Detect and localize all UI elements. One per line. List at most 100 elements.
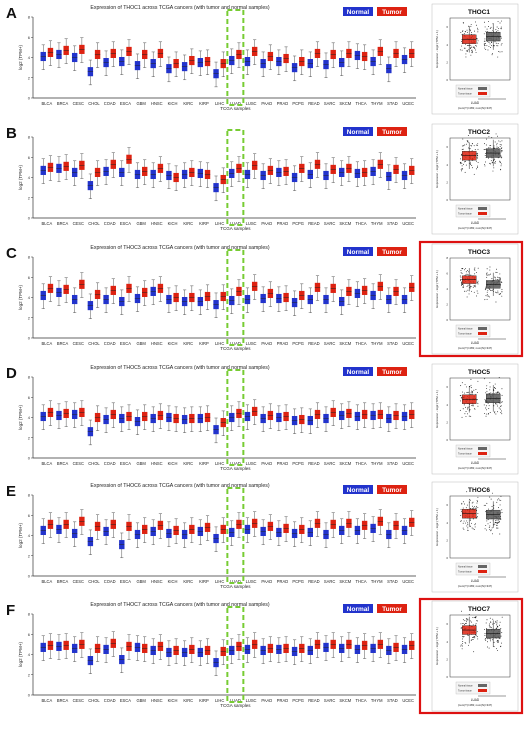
normal-box-stad — [386, 406, 392, 432]
inset-point — [465, 274, 467, 276]
inset-point — [465, 271, 467, 273]
tumor-box-gbm — [142, 636, 148, 662]
inset-point — [471, 390, 473, 392]
inset-point — [491, 45, 493, 46]
inset-point — [486, 385, 488, 387]
inset-point — [471, 143, 473, 145]
inset-legend-tumor-swatch — [478, 452, 487, 455]
inset-point — [470, 640, 472, 641]
inset-point — [486, 298, 488, 300]
inset-point — [460, 161, 462, 163]
inset-point — [467, 142, 469, 144]
inset-y-label: Expression - log2 (TPM + 1) — [435, 150, 439, 187]
tumor-box-ucec — [409, 633, 415, 659]
x-tick-label: LUAD — [230, 579, 241, 584]
inset-point — [462, 284, 464, 286]
x-tick-label: CESC — [73, 341, 84, 346]
inset-point — [474, 636, 476, 638]
x-tick-label: ESCA — [120, 579, 131, 584]
inset-plot-frame — [449, 257, 511, 321]
inset-point — [495, 31, 497, 33]
inset-point — [477, 513, 479, 514]
inset-point — [469, 285, 471, 287]
y-tick-label: 8 — [28, 15, 31, 20]
inset-point — [462, 501, 464, 503]
panel-e: E Expression of THOC6 across TCGA cancers… — [6, 481, 519, 593]
inset-point — [492, 170, 494, 172]
x-tick-label: HNSC — [151, 221, 163, 226]
normal-box-hnsc — [150, 406, 156, 432]
inset-point — [498, 147, 499, 148]
tumor-box-gbm — [142, 280, 148, 306]
inset-point — [462, 623, 464, 624]
inset-y-label: Expression - log2 (TPM + 1) — [435, 30, 439, 67]
normal-box-pcpg — [291, 408, 298, 434]
inset-point — [492, 618, 494, 620]
inset-point — [470, 415, 472, 417]
inset-point — [496, 627, 498, 629]
inset-tumor-box — [459, 378, 479, 418]
normal-box-pcpg — [291, 521, 298, 547]
inset-point — [497, 521, 499, 523]
tumor-box-paad — [267, 636, 274, 662]
inset-point — [460, 520, 462, 522]
inset-point — [465, 290, 467, 292]
inset-point — [463, 47, 465, 49]
normal-box-thca — [354, 161, 361, 187]
inset-point — [465, 56, 467, 58]
tumor-box-coad — [110, 512, 116, 538]
inset-point — [489, 162, 490, 164]
inset-point — [467, 406, 469, 408]
inset-point — [471, 522, 472, 524]
normal-box-lusc — [244, 517, 251, 543]
tumor-box-hnsc — [157, 513, 164, 539]
inset-point — [463, 145, 464, 147]
x-tick-label: CHOL — [88, 698, 100, 703]
normal-box-kirp — [197, 406, 204, 432]
inset-point — [463, 392, 465, 394]
inset-point — [475, 507, 477, 509]
inset-point — [462, 284, 464, 286]
normal-box-hnsc — [150, 638, 156, 664]
inset-point — [490, 530, 492, 532]
normal-box-prad — [276, 520, 282, 546]
inset-x-label: LUAD — [471, 461, 480, 465]
inset-point — [484, 399, 486, 401]
x-tick-label: PCPG — [292, 461, 304, 466]
inset-point — [500, 165, 502, 167]
normal-box-blca — [40, 404, 46, 430]
inset-point — [477, 40, 479, 42]
inset-y-tick-label: 4 — [446, 163, 448, 167]
inset-point — [477, 162, 479, 163]
normal-box-stad — [386, 164, 392, 190]
inset-point — [465, 268, 467, 270]
tumor-box-esca — [126, 147, 132, 173]
inset-point — [489, 412, 491, 414]
inset-point — [460, 623, 462, 625]
inset-point — [501, 616, 503, 618]
normal-box-cesc — [71, 636, 78, 662]
inset-point — [474, 408, 476, 410]
tumor-box-read — [314, 152, 321, 178]
inset-point — [460, 272, 462, 274]
inset-point — [464, 413, 466, 415]
tumor-box-cesc — [79, 272, 85, 298]
inset-point — [499, 533, 501, 535]
inset-point — [486, 273, 488, 275]
y-axis-label: log2 (TPM+) — [18, 642, 23, 667]
inset-point — [500, 645, 502, 647]
y-tick-label: 8 — [28, 375, 31, 380]
tumor-box-read — [314, 511, 321, 537]
inset-point — [469, 620, 471, 622]
normal-box-chol — [87, 648, 94, 674]
normal-box-lusc — [244, 287, 251, 313]
x-tick-label: HNSC — [151, 101, 163, 106]
inset-point — [500, 635, 502, 637]
inset-point — [461, 170, 462, 172]
x-tick-label: SKCM — [339, 221, 351, 226]
inset-point — [462, 408, 464, 410]
normal-box-chol — [87, 529, 94, 555]
inset-point — [476, 154, 478, 156]
inset-legend-normal-swatch — [478, 447, 487, 450]
normal-box-stad — [386, 522, 392, 548]
